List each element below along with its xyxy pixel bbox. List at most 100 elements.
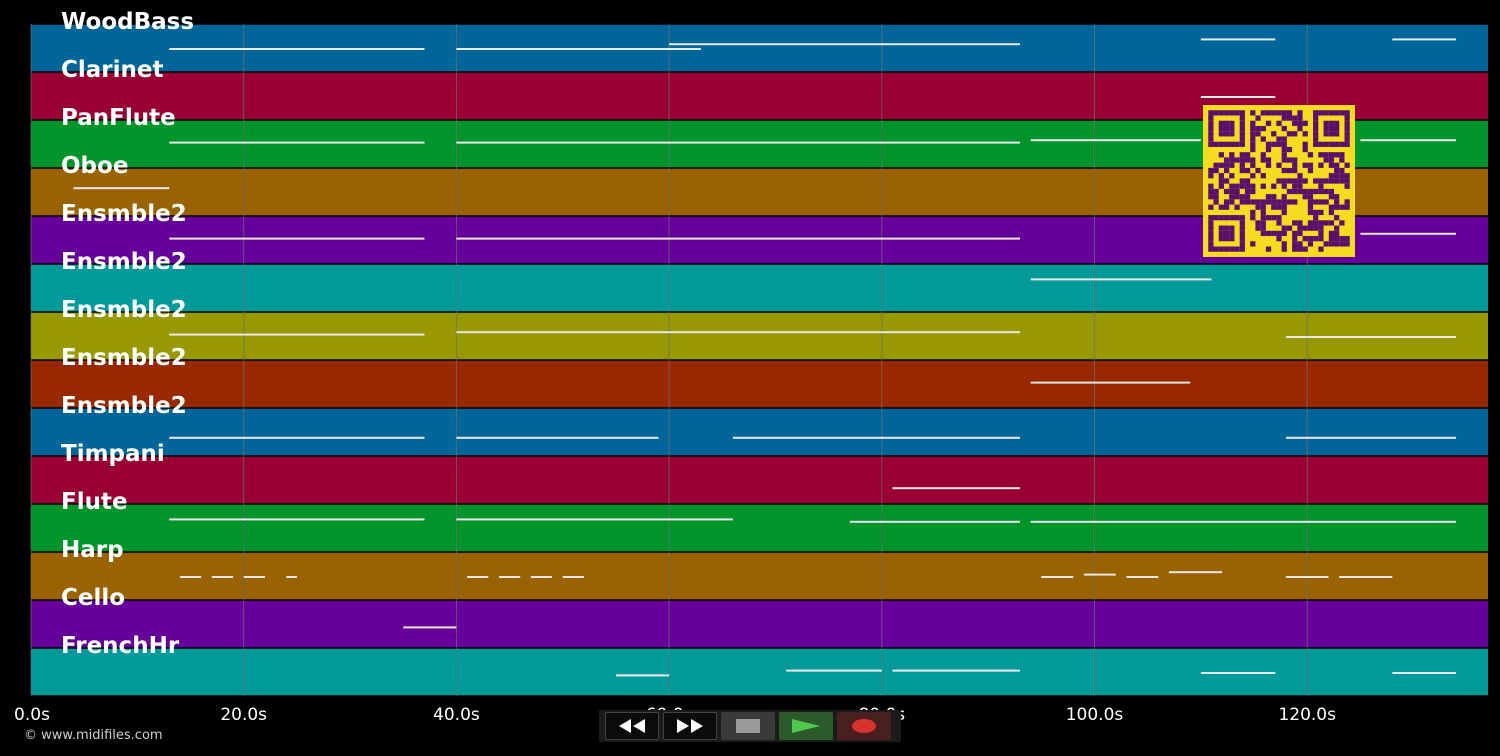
qr-module	[1244, 188, 1251, 195]
note-bar	[732, 436, 1021, 439]
qr-module	[1328, 110, 1335, 116]
qr-module	[1255, 225, 1261, 231]
qr-module	[1281, 241, 1287, 247]
qr-module	[1286, 131, 1293, 137]
qr-module	[1292, 236, 1298, 242]
qr-module	[1255, 220, 1261, 226]
note-bar	[786, 669, 882, 672]
qr-module	[1213, 194, 1219, 200]
qr-module	[1239, 115, 1245, 121]
qr-module	[1239, 167, 1245, 174]
qr-module	[1323, 241, 1329, 247]
qr-module	[1328, 131, 1335, 137]
qr-module	[1323, 120, 1329, 126]
qr-module	[1344, 141, 1350, 147]
qr-module	[1260, 204, 1266, 210]
qr-module	[1328, 162, 1335, 168]
qr-module	[1218, 178, 1224, 184]
note-bar	[498, 576, 521, 578]
qr-module	[1344, 204, 1350, 210]
qr-module	[1229, 183, 1235, 189]
qr-module	[1239, 157, 1245, 163]
qr-module	[1307, 220, 1314, 226]
qr-module	[1286, 146, 1293, 153]
qr-module	[1208, 194, 1214, 200]
qr-module	[1250, 110, 1256, 116]
qr-module	[1208, 230, 1214, 237]
qr-module	[1302, 131, 1308, 137]
note-bar	[530, 576, 553, 578]
qr-module	[1208, 220, 1214, 226]
qr-module	[1265, 162, 1272, 168]
note-bar	[1339, 576, 1393, 578]
qr-module	[1276, 199, 1282, 205]
note-bar	[73, 187, 170, 190]
qr-module	[1239, 183, 1245, 189]
qr-module	[1265, 120, 1272, 126]
qr-module	[1286, 225, 1293, 231]
qr-module	[1318, 236, 1324, 242]
qr-module	[1339, 173, 1345, 179]
note-bar	[403, 626, 457, 629]
qr-module	[1260, 230, 1266, 237]
stop-button[interactable]	[721, 712, 775, 740]
qr-module	[1260, 173, 1266, 179]
qr-module	[1265, 110, 1272, 116]
play-button[interactable]	[779, 712, 833, 740]
qr-module	[1302, 146, 1308, 153]
track-label: Cello	[61, 585, 126, 611]
note-bar	[467, 576, 489, 578]
qr-module	[1307, 188, 1314, 195]
qr-module	[1223, 230, 1230, 237]
qr-module	[1229, 199, 1235, 205]
qr-module	[1307, 199, 1314, 205]
note-bar	[1360, 139, 1457, 142]
qr-module	[1260, 220, 1266, 226]
note-bar	[169, 518, 425, 521]
qr-module	[1344, 241, 1350, 247]
qr-module	[1265, 194, 1272, 200]
note-bar	[456, 331, 1021, 334]
qr-module	[1297, 241, 1303, 247]
record-button[interactable]	[837, 712, 891, 740]
fast-forward-button[interactable]	[663, 712, 717, 740]
qr-module	[1250, 241, 1256, 247]
qr-module	[1344, 178, 1350, 184]
qr-module	[1313, 110, 1319, 116]
qr-module	[1213, 246, 1219, 252]
qr-module	[1313, 225, 1319, 231]
qr-module	[1239, 199, 1245, 205]
qr-module	[1281, 146, 1287, 153]
qr-module	[1229, 110, 1235, 116]
qr-module	[1297, 225, 1303, 231]
qr-module	[1260, 110, 1266, 116]
rewind-button[interactable]	[605, 712, 659, 740]
qr-module	[1318, 230, 1324, 237]
qr-module	[1208, 204, 1214, 210]
qr-module	[1213, 167, 1219, 174]
qr-module	[1223, 167, 1230, 174]
qr-module	[1255, 125, 1261, 132]
qr-module	[1302, 178, 1308, 184]
note-bar	[1030, 381, 1191, 384]
qr-module	[1297, 125, 1303, 132]
note-bar	[456, 237, 1021, 240]
qr-module	[1265, 157, 1272, 163]
qr-module	[1218, 120, 1224, 126]
qr-module	[1307, 167, 1314, 174]
qr-module	[1292, 183, 1298, 189]
qr-module	[1276, 178, 1282, 184]
qr-module	[1328, 236, 1335, 242]
qr-module	[1344, 136, 1350, 142]
qr-module	[1344, 110, 1350, 116]
qr-module	[1323, 110, 1329, 116]
qr-module	[1218, 162, 1224, 168]
qr-module	[1323, 125, 1329, 132]
note-bar	[1168, 571, 1223, 574]
qr-module	[1250, 173, 1256, 179]
qr-module	[1313, 220, 1319, 226]
qr-module	[1339, 157, 1345, 163]
qr-module	[1234, 110, 1240, 116]
note-bar	[456, 436, 659, 439]
qr-module	[1239, 236, 1245, 242]
